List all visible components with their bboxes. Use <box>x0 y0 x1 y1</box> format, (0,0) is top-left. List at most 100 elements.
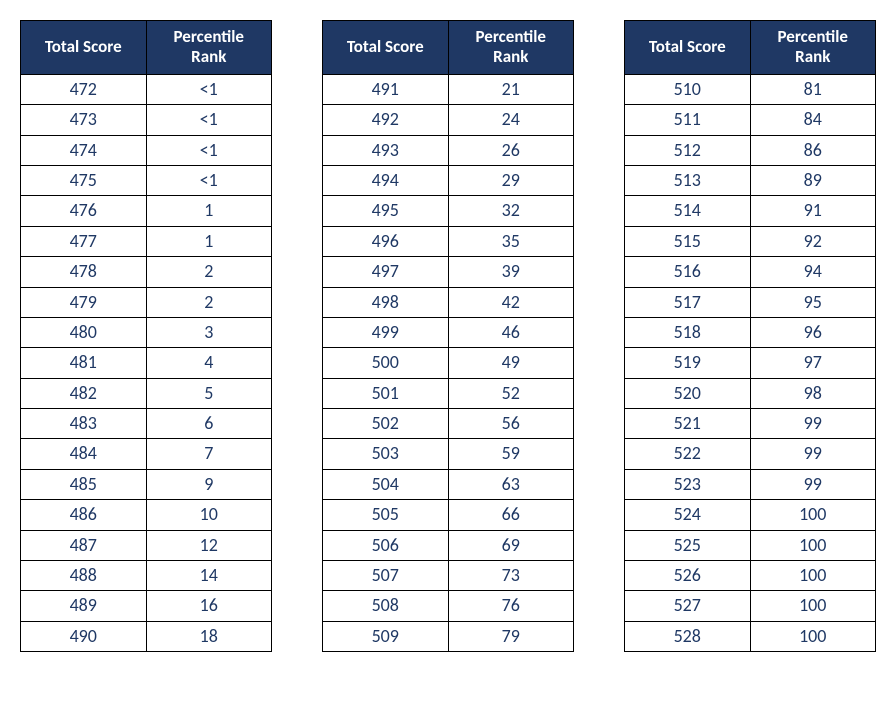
cell-rank: 9 <box>146 469 272 499</box>
cell-score: 512 <box>625 135 751 165</box>
table-row: 4803 <box>21 317 272 347</box>
table-row: 472<1 <box>21 74 272 104</box>
table-row: 4836 <box>21 409 272 439</box>
cell-score: 501 <box>323 378 449 408</box>
cell-rank: 12 <box>146 530 272 560</box>
cell-rank: <1 <box>146 105 272 135</box>
cell-rank: 100 <box>750 591 876 621</box>
cell-rank: 49 <box>448 348 574 378</box>
cell-score: 517 <box>625 287 751 317</box>
table-row: 51896 <box>625 317 876 347</box>
table-row: 48712 <box>21 530 272 560</box>
cell-score: 487 <box>21 530 147 560</box>
table-row: 50359 <box>323 439 574 469</box>
table-row: 4761 <box>21 196 272 226</box>
cell-score: 498 <box>323 287 449 317</box>
header-rank: Percentile Rank <box>146 21 272 75</box>
cell-score: 472 <box>21 74 147 104</box>
cell-score: 520 <box>625 378 751 408</box>
cell-score: 494 <box>323 165 449 195</box>
cell-score: 528 <box>625 621 751 651</box>
cell-score: 525 <box>625 530 751 560</box>
table-header-row: Total Score Percentile Rank <box>625 21 876 75</box>
cell-rank: 89 <box>750 165 876 195</box>
cell-score: 504 <box>323 469 449 499</box>
cell-rank: 99 <box>750 409 876 439</box>
cell-rank: 66 <box>448 500 574 530</box>
header-score: Total Score <box>21 21 147 75</box>
cell-score: 495 <box>323 196 449 226</box>
table-row: 49326 <box>323 135 574 165</box>
cell-score: 505 <box>323 500 449 530</box>
table-row: 51184 <box>625 105 876 135</box>
table-row: 526100 <box>625 561 876 591</box>
table-row: 524100 <box>625 500 876 530</box>
table-row: 50669 <box>323 530 574 560</box>
header-rank: Percentile Rank <box>750 21 876 75</box>
cell-rank: 52 <box>448 378 574 408</box>
cell-rank: 94 <box>750 257 876 287</box>
table-row: 49429 <box>323 165 574 195</box>
table-header-row: Total Score Percentile Rank <box>323 21 574 75</box>
cell-score: 523 <box>625 469 751 499</box>
cell-rank: 6 <box>146 409 272 439</box>
cell-score: 518 <box>625 317 751 347</box>
cell-rank: 79 <box>448 621 574 651</box>
table-row: 51081 <box>625 74 876 104</box>
cell-rank: 96 <box>750 317 876 347</box>
cell-rank: 42 <box>448 287 574 317</box>
table-row: 51997 <box>625 348 876 378</box>
table-row: 51389 <box>625 165 876 195</box>
table-row: 52299 <box>625 439 876 469</box>
cell-score: 477 <box>21 226 147 256</box>
cell-score: 507 <box>323 561 449 591</box>
cell-rank: 97 <box>750 348 876 378</box>
cell-score: 478 <box>21 257 147 287</box>
cell-score: 524 <box>625 500 751 530</box>
cell-rank: 1 <box>146 226 272 256</box>
table-row: 50152 <box>323 378 574 408</box>
table-row: 49224 <box>323 105 574 135</box>
cell-score: 476 <box>21 196 147 226</box>
table-row: 50979 <box>323 621 574 651</box>
cell-score: 483 <box>21 409 147 439</box>
cell-rank: 84 <box>750 105 876 135</box>
table-row: 52399 <box>625 469 876 499</box>
cell-rank: <1 <box>146 74 272 104</box>
cell-score: 499 <box>323 317 449 347</box>
table-row: 4782 <box>21 257 272 287</box>
cell-score: 480 <box>21 317 147 347</box>
cell-score: 475 <box>21 165 147 195</box>
cell-rank: 99 <box>750 439 876 469</box>
cell-score: 519 <box>625 348 751 378</box>
cell-rank: 18 <box>146 621 272 651</box>
table-row: 49121 <box>323 74 574 104</box>
cell-score: 503 <box>323 439 449 469</box>
cell-score: 522 <box>625 439 751 469</box>
header-score: Total Score <box>323 21 449 75</box>
cell-score: 479 <box>21 287 147 317</box>
cell-rank: 76 <box>448 591 574 621</box>
cell-rank: 56 <box>448 409 574 439</box>
table-row: 50463 <box>323 469 574 499</box>
cell-score: 484 <box>21 439 147 469</box>
table-row: 475<1 <box>21 165 272 195</box>
table-row: 525100 <box>625 530 876 560</box>
cell-rank: 46 <box>448 317 574 347</box>
cell-score: 497 <box>323 257 449 287</box>
cell-rank: 69 <box>448 530 574 560</box>
score-table-1: Total Score Percentile Rank 472<1473<147… <box>20 20 272 652</box>
cell-rank: 86 <box>750 135 876 165</box>
cell-score: 500 <box>323 348 449 378</box>
cell-score: 527 <box>625 591 751 621</box>
table-row: 48916 <box>21 591 272 621</box>
cell-rank: <1 <box>146 165 272 195</box>
table-row: 4859 <box>21 469 272 499</box>
table-row: 48814 <box>21 561 272 591</box>
cell-score: 496 <box>323 226 449 256</box>
cell-score: 506 <box>323 530 449 560</box>
cell-rank: 99 <box>750 469 876 499</box>
table-row: 50773 <box>323 561 574 591</box>
table-row: 473<1 <box>21 105 272 135</box>
table-body-2: 4912149224493264942949532496354973949842… <box>323 74 574 651</box>
